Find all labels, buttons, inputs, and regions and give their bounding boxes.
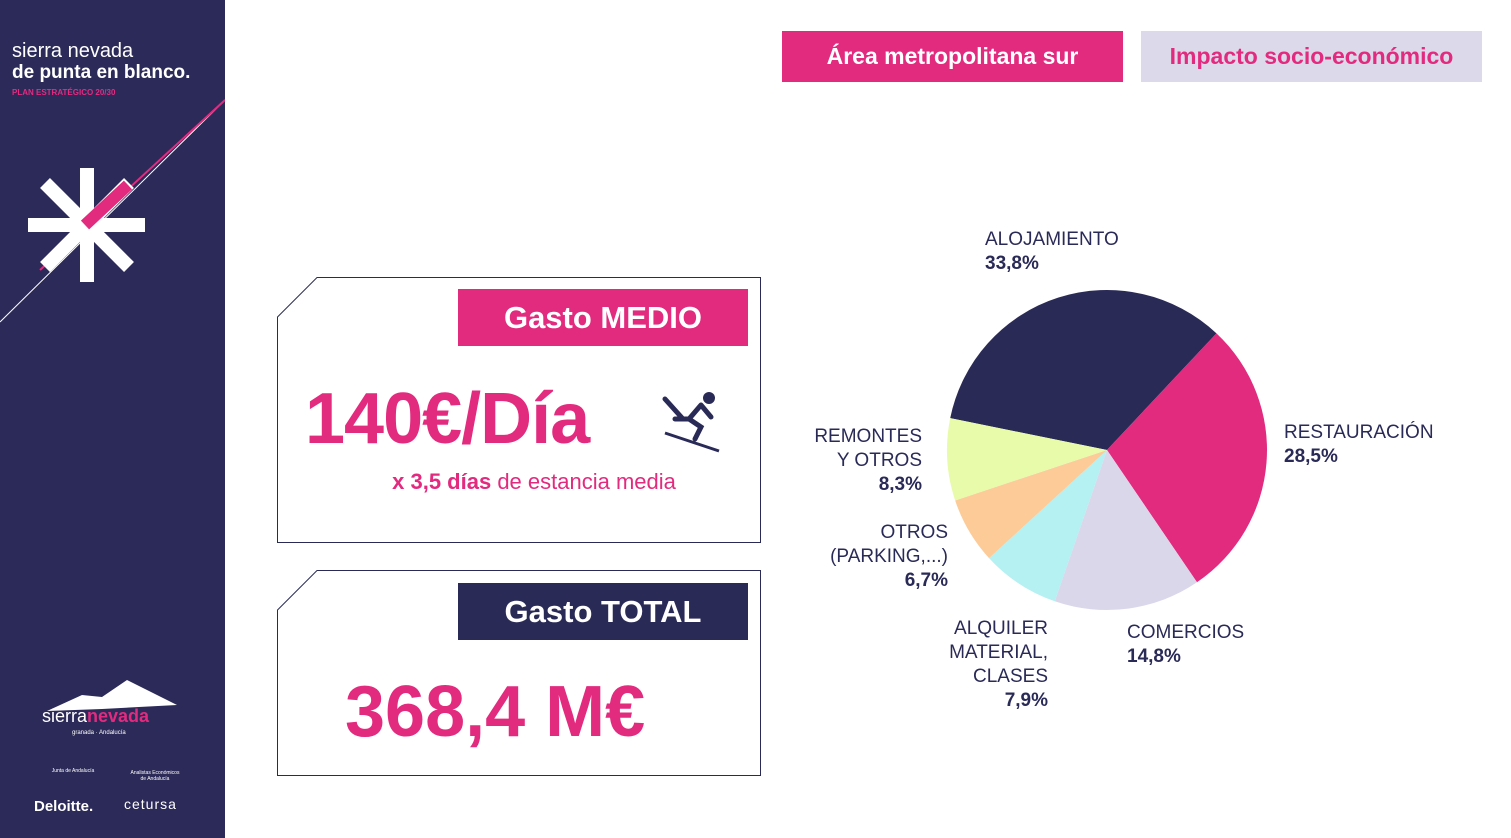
slice-value: 14,8%: [1127, 646, 1181, 667]
region-tag: Área metropolitana sur: [782, 31, 1123, 82]
sidebar: sierra nevada de punta en blanco. PLAN E…: [0, 0, 225, 838]
gasto-medio-title: Gasto MEDIO: [458, 289, 748, 346]
brand-line-1: sierra nevada: [12, 40, 134, 62]
slice-label: OTROS (PARKING,...): [830, 522, 948, 567]
logo-deloitte: Deloitte.: [34, 798, 94, 815]
label-alquiler: ALQUILER MATERIAL, CLASES 7,9%: [920, 617, 1048, 713]
stay-days: x 3,5 días: [392, 469, 492, 494]
slice-label: REMONTES Y OTROS: [814, 426, 922, 471]
logo-analistas: Analistas Económicos de Andalucía: [130, 770, 180, 782]
brand-subtitle: PLAN ESTRATÉGICO 20/30: [12, 88, 116, 97]
topic-tag: Impacto socio-económico: [1141, 31, 1482, 82]
pie-slice-alquiler: [989, 450, 1107, 602]
gasto-medio-card: Gasto MEDIO 140€/Día x 3,5 días de estan…: [277, 277, 761, 543]
logo-nevada: nevada: [87, 706, 150, 726]
slice-value: 8,3%: [878, 474, 922, 495]
pie-slice-remontes: [946, 418, 1107, 501]
slice-label: RESTAURACIÓN: [1284, 422, 1434, 443]
logo-junta: Junta de Andalucía: [51, 768, 95, 774]
slice-label: COMERCIOS: [1127, 622, 1245, 643]
logo-cetursa: cetursa: [124, 796, 177, 812]
gasto-total-title: Gasto TOTAL: [458, 583, 748, 640]
slice-value: 28,5%: [1284, 446, 1338, 467]
gasto-total-value: 368,4 M€: [345, 672, 646, 752]
pie-slice-alojamiento: [950, 290, 1217, 450]
mountain-logo-icon: [47, 680, 177, 711]
pie-slice-restauración: [1107, 333, 1267, 583]
slice-value: 7,9%: [1004, 690, 1048, 711]
gasto-total-card: Gasto TOTAL 368,4 M€: [277, 570, 761, 776]
pie-slice-comercios: [1054, 450, 1197, 610]
label-comercios: COMERCIOS 14,8%: [1127, 621, 1244, 669]
asterisk-logo-icon: [0, 99, 225, 323]
logo-sierra: sierra: [42, 706, 88, 726]
stay-text: de estancia media: [491, 469, 676, 494]
brand-line-2: de punta en blanco.: [12, 62, 191, 83]
label-restauracion: RESTAURACIÓN 28,5%: [1284, 421, 1434, 469]
label-alojamiento: ALOJAMIENTO 33,8%: [985, 228, 1119, 276]
slice-label: ALOJAMIENTO: [985, 229, 1119, 250]
label-remontes: REMONTES Y OTROS 8,3%: [800, 425, 922, 497]
slice-label: ALQUILER MATERIAL, CLASES: [949, 618, 1048, 687]
label-otros: OTROS (PARKING,...) 6,7%: [810, 521, 948, 593]
gasto-medio-value: 140€/Día: [305, 379, 590, 459]
skier-icon: [662, 392, 720, 453]
slice-value: 33,8%: [985, 253, 1039, 274]
logo-sub: granada · Andalucía: [72, 730, 126, 736]
slice-value: 6,7%: [904, 570, 948, 591]
pie-slice-otros: [955, 450, 1107, 559]
